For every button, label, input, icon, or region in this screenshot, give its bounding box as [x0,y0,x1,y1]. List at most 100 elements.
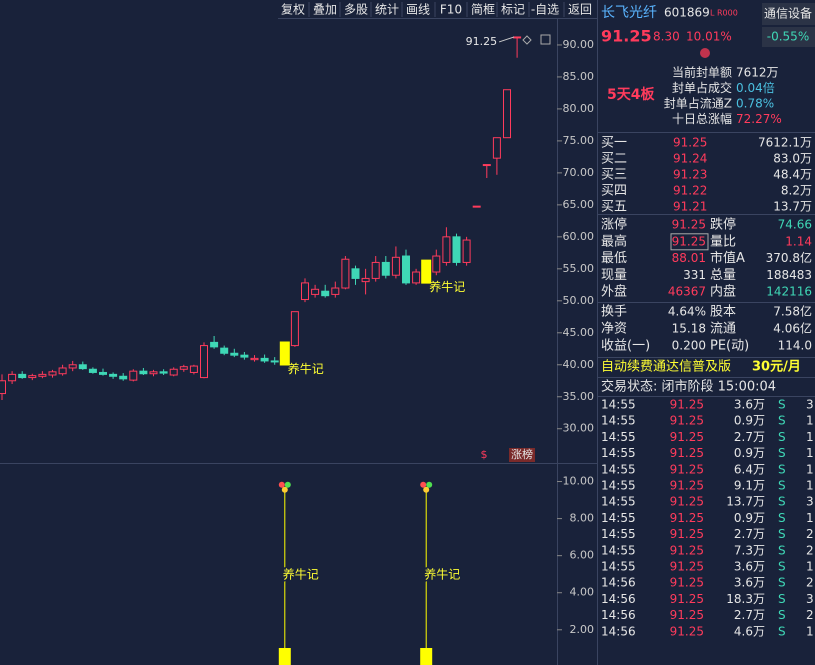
seal-label: 封单占成交 [672,80,732,95]
tick-cell: 14:56 [601,592,636,606]
book-price: 91.22 [673,184,707,198]
book-volume: 48.4万 [773,168,812,182]
tick-cell: 91.25 [670,462,704,476]
tick-cell: 14:55 [601,414,636,428]
stat-label: 换手 [601,305,627,320]
toolbar-button[interactable]: 复权 [281,3,305,17]
signal-label: 养牛记 [283,567,319,582]
tick-cell: S [778,398,786,412]
tick-cell: S [778,430,786,444]
stat-value: 1.14 [785,234,812,248]
candle-body [58,367,67,375]
tick-cell: S [778,527,786,541]
tick-cell: 14:56 [601,576,636,590]
toolbar-button[interactable]: 统计 [375,3,399,17]
tick-cell: 1 [806,414,814,428]
toolbar-button[interactable]: F10 [440,3,462,17]
seal-value: 0.04倍 [736,80,775,95]
stat-value: 46367 [668,285,706,299]
toolbar-button[interactable]: 简框 [471,3,495,17]
sector-change-box [762,27,815,47]
candle-body [240,354,249,358]
price: 91.25 [601,27,652,46]
candle-body [402,255,410,284]
tick-cell: 0.9万 [734,414,765,428]
toolbar-button[interactable]: -自选 [531,3,559,17]
candle-body [18,373,27,379]
y-tick-label: 65.00 [563,198,595,211]
book-label: 买四 [601,184,627,199]
candle-body [270,360,279,363]
candle-body [371,261,380,279]
banner-price: 30元/月 [752,360,801,375]
stat-value: 88.01 [672,251,706,265]
candle-body [341,258,350,289]
candle-body [119,375,128,380]
candle-body [88,368,97,373]
book-price: 91.23 [673,168,707,182]
y-tick-label: 90.00 [563,38,595,51]
tick-cell: S [778,495,786,509]
candle-body [99,371,107,375]
candle-body [220,347,229,354]
candle-body [442,236,451,263]
toolbar-button[interactable]: 叠加 [313,3,337,17]
tick-cell: 3 [806,398,814,412]
stat-label: 外盘 [601,284,627,300]
tick-cell: 14:55 [601,511,636,525]
stock-code: 601869 [664,6,710,20]
tick-cell: 91.25 [670,398,704,412]
y-tick-label: 30.00 [563,422,595,435]
book-label: 买二 [601,152,627,167]
candle-body [189,365,198,373]
stat-label: 总量 [710,268,736,283]
book-label: 买三 [601,168,627,183]
toolbar-button[interactable]: 多股 [344,3,368,17]
max-label: 91.25 [466,35,498,48]
signal-label: 养牛记 [429,279,465,294]
candle-body [139,370,148,375]
tick-cell: 91.25 [670,608,704,622]
signal-marker [279,341,290,366]
candle-body [331,287,340,295]
tick-cell: 1 [806,560,814,574]
tick-cell: 14:55 [601,543,636,557]
candle-body [260,357,269,362]
tick-cell: 3.6万 [734,398,765,412]
tick-cell: S [778,479,786,493]
banner[interactable]: 自动续费通达信普及版 [601,360,731,375]
tick-cell: 14:55 [601,527,636,541]
tick-cell: S [778,560,786,574]
tick-cell: 2.7万 [734,608,765,622]
candle-body [452,236,461,263]
stat-value: 4.06亿 [773,321,812,336]
candle-body [503,89,511,139]
candle-body [68,364,77,369]
toolbar-button[interactable]: 返回 [568,3,592,17]
signal-icon [278,481,285,488]
candle-body [311,288,320,295]
tick-cell: 14:55 [601,495,636,509]
signal-icon [420,481,427,488]
candle-body [462,239,471,263]
toolbar-button[interactable]: 画线 [406,3,430,17]
candle-body [109,373,118,377]
tick-cell: 2 [806,543,814,557]
tick-cell: 6.4万 [734,462,765,476]
badge: $ [481,448,488,461]
highlight-box [670,233,709,251]
tick-cell: 2.7万 [734,527,765,541]
tick-cell: 2 [806,527,814,541]
sector-change: -0.55% [767,30,809,44]
toolbar-button[interactable]: 标记 [501,3,525,17]
stat-value: 114.0 [778,339,812,353]
tick-cell: 3.6万 [734,576,765,590]
tick-cell: 9.1万 [734,479,765,493]
candle-body [159,371,168,374]
stat-value: 91.25 [672,234,706,248]
candle-body [200,345,208,379]
stat-value: 7.58亿 [773,304,812,319]
tick-cell: 1 [806,430,814,444]
tick-cell: 2.7万 [734,430,765,444]
y-tick-label: 35.00 [563,390,595,403]
